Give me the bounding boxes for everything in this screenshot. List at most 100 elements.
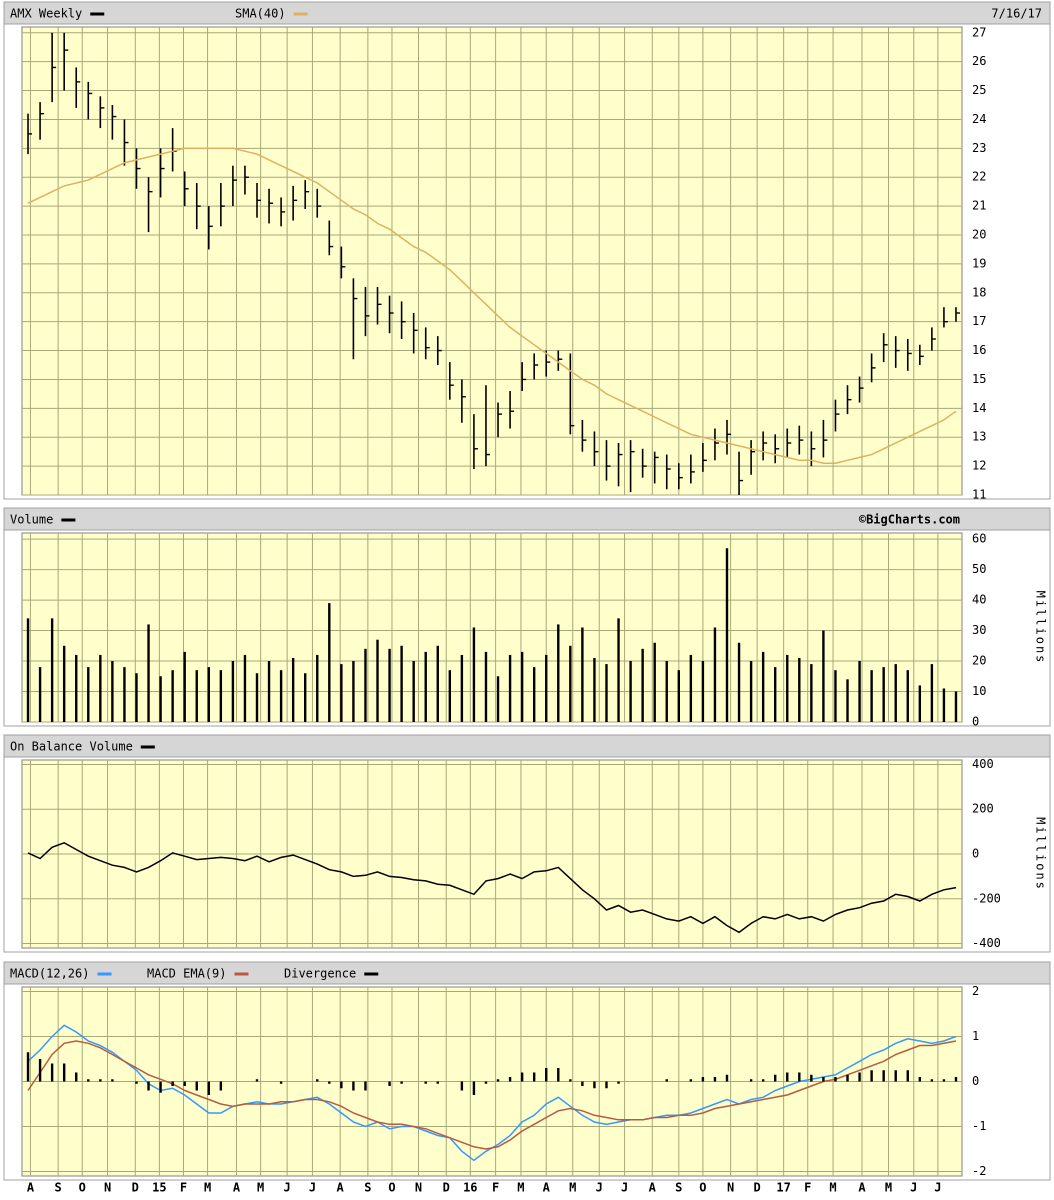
series-line xyxy=(27,1040,957,1150)
bar xyxy=(207,667,210,722)
bar xyxy=(786,654,789,722)
y-tick-label: -2 xyxy=(972,1164,986,1178)
bar xyxy=(328,1081,331,1084)
x-tick-label: O xyxy=(388,1181,395,1195)
bar xyxy=(605,664,608,722)
y-tick-label: 10 xyxy=(972,684,986,698)
bar xyxy=(653,642,656,722)
bar xyxy=(761,1079,765,1082)
bar xyxy=(749,661,753,722)
bar xyxy=(954,1077,958,1082)
bar xyxy=(219,1081,223,1091)
legend-label: SMA(40) xyxy=(235,7,286,21)
x-tick-label: 17 xyxy=(776,1181,790,1195)
bar xyxy=(870,1070,873,1082)
bar xyxy=(605,1081,608,1089)
bar xyxy=(472,627,476,722)
x-tick-label: A xyxy=(233,1181,241,1195)
bar xyxy=(786,1072,789,1082)
y-tick-label: 50 xyxy=(972,562,986,576)
bar xyxy=(581,627,584,722)
y-tick-label: 16 xyxy=(972,343,986,357)
bar xyxy=(291,657,295,722)
bar xyxy=(834,1077,837,1082)
x-tick-label: D xyxy=(132,1181,139,1195)
x-tick-label: M xyxy=(885,1181,892,1195)
bar xyxy=(75,1072,78,1082)
x-tick-label: J xyxy=(910,1181,917,1195)
bar xyxy=(665,1079,668,1082)
y-tick-label: 0 xyxy=(972,847,979,861)
y-axis-title: Millions xyxy=(1034,817,1048,891)
x-tick-label: J xyxy=(309,1181,316,1195)
bar xyxy=(255,673,259,722)
bar xyxy=(316,1079,319,1082)
bar xyxy=(930,1079,934,1082)
bar xyxy=(810,664,813,722)
x-tick-label: F xyxy=(180,1181,187,1195)
bar xyxy=(279,1081,283,1084)
bar xyxy=(761,651,765,722)
x-tick-label: M xyxy=(569,1181,576,1195)
bar xyxy=(822,1077,825,1082)
bar xyxy=(183,1081,186,1086)
bar xyxy=(954,691,958,722)
bar xyxy=(424,651,427,722)
y-tick-label: 60 xyxy=(972,532,986,546)
x-tick-label: M xyxy=(829,1181,836,1195)
x-tick-label: A xyxy=(337,1181,345,1195)
x-tick-label: M xyxy=(257,1181,264,1195)
bar xyxy=(906,1070,909,1082)
x-tick-label: J xyxy=(934,1181,941,1195)
bar xyxy=(436,1081,439,1084)
y-tick-label: 26 xyxy=(972,54,986,68)
x-tick-label: S xyxy=(675,1181,682,1195)
bar xyxy=(111,661,114,722)
credit: ©BigCharts.com xyxy=(859,513,960,527)
bar xyxy=(906,670,909,722)
x-tick-label: F xyxy=(804,1181,811,1195)
bar xyxy=(340,1081,343,1089)
y-tick-label: 40 xyxy=(972,593,986,607)
y-tick-label: 14 xyxy=(972,401,986,415)
y-tick-label: 2 xyxy=(972,984,979,998)
bar xyxy=(617,618,620,722)
bar xyxy=(460,1081,464,1091)
legend-label: On Balance Volume xyxy=(10,740,133,754)
bar xyxy=(267,661,271,722)
bar xyxy=(846,679,849,722)
bar xyxy=(689,654,693,722)
bar xyxy=(352,1081,355,1091)
bar xyxy=(798,657,801,722)
y-tick-label: -200 xyxy=(972,891,1001,905)
bar xyxy=(858,661,861,722)
panel-header xyxy=(3,734,1051,758)
bar xyxy=(858,1072,861,1082)
bar xyxy=(496,1079,500,1082)
bar xyxy=(894,664,897,722)
x-tick-label: A xyxy=(649,1181,657,1195)
legend-label: MACD EMA(9) xyxy=(147,967,226,981)
bar xyxy=(484,651,488,722)
bar xyxy=(870,670,873,722)
bar xyxy=(713,1077,717,1082)
legend-label: AMX Weekly xyxy=(10,7,82,21)
x-tick-label: J xyxy=(596,1181,603,1195)
bar xyxy=(171,670,174,722)
bar xyxy=(520,651,524,722)
bar xyxy=(123,667,126,722)
date-label: 7/16/17 xyxy=(991,7,1042,21)
bar xyxy=(159,676,162,722)
bar xyxy=(569,1079,572,1082)
bar xyxy=(484,1081,488,1084)
bar xyxy=(75,654,78,722)
y-tick-label: 18 xyxy=(972,285,986,299)
bar xyxy=(195,670,198,722)
bar xyxy=(135,673,138,722)
x-tick-label: N xyxy=(104,1181,111,1195)
bar xyxy=(810,1074,813,1082)
x-tick-label: M xyxy=(517,1181,524,1195)
x-tick-label: J xyxy=(284,1181,291,1195)
bar xyxy=(340,664,343,722)
